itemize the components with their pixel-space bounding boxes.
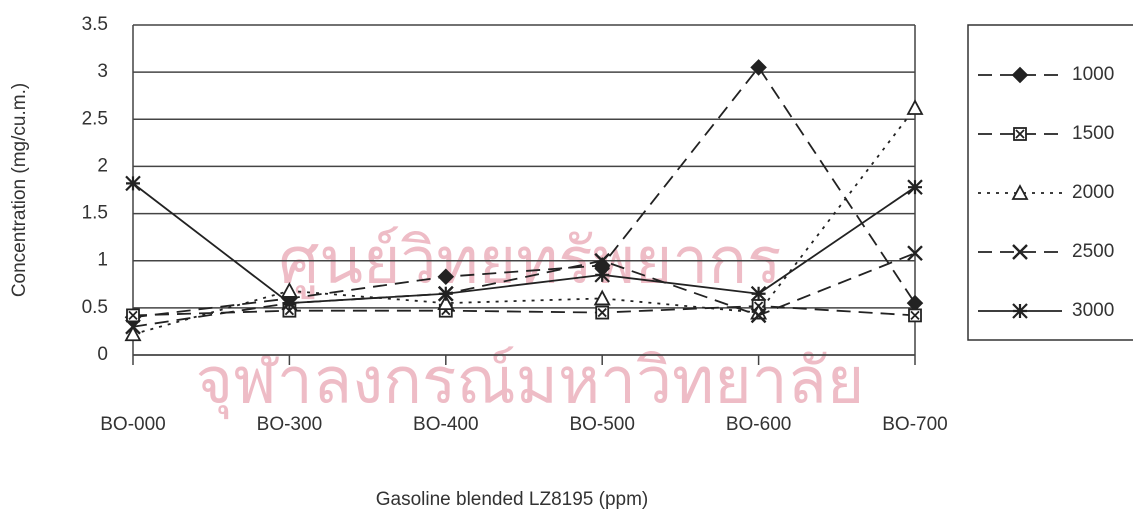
marker-shape: [128, 310, 138, 321]
marker: [907, 179, 923, 195]
watermark: จุฬาลงกรณ์มหาวิทยาลัย: [196, 345, 865, 420]
legend-label: 2500: [1072, 241, 1114, 262]
legend-box: [967, 24, 1133, 341]
x-tick-label: BO-600: [726, 414, 791, 435]
y-axis-label: Concentration (mg/cu.m.): [9, 83, 30, 297]
marker: [593, 289, 611, 306]
marker: [437, 268, 455, 286]
marker-shape: [1015, 129, 1025, 139]
marker-shape: [907, 179, 923, 195]
y-tick-label: 2: [97, 155, 108, 176]
marker-shape: [594, 267, 610, 283]
marker-shape: [438, 285, 454, 302]
marker-shape: [125, 175, 141, 192]
y-tick-label: 2.5: [82, 108, 108, 129]
series-line: [132, 252, 916, 328]
marker: [438, 285, 454, 302]
marker: [1011, 66, 1029, 84]
marker-shape: [1012, 244, 1028, 260]
x-tick-label: BO-400: [413, 414, 478, 435]
y-tick-label: 0.5: [82, 297, 108, 318]
marker-shape: [906, 99, 924, 115]
watermark: ศูนย์วิทยทรัพยากร: [279, 225, 782, 300]
marker-shape: [437, 268, 455, 286]
marker: [126, 308, 140, 323]
y-tick-label: 3.5: [82, 14, 108, 35]
y-tick-label: 3: [97, 61, 108, 82]
x-axis-label: Gasoline blended LZ8195 (ppm): [376, 489, 649, 510]
marker-shape: [910, 310, 920, 321]
marker-shape: [907, 245, 923, 262]
marker: [594, 267, 610, 283]
legend-label: 3000: [1072, 300, 1114, 321]
marker-shape: [284, 306, 295, 316]
marker: [595, 305, 610, 320]
series-line: [132, 65, 916, 319]
marker: [1013, 127, 1027, 141]
y-tick-label: 1: [97, 250, 108, 271]
marker-shape: [750, 307, 767, 324]
series-line: [132, 107, 916, 336]
legend-label: 1500: [1072, 123, 1114, 144]
marker: [594, 252, 611, 269]
marker-shape: [594, 252, 611, 269]
marker: [1011, 184, 1029, 200]
marker: [750, 285, 767, 302]
legend-label: 2000: [1072, 182, 1114, 203]
marker: [750, 59, 767, 76]
marker: [907, 245, 923, 262]
x-tick-label: BO-300: [257, 414, 322, 435]
series-line: [132, 305, 916, 317]
marker: [125, 318, 141, 335]
marker: [437, 294, 455, 311]
x-tick-label: BO-700: [882, 414, 947, 435]
marker-shape: [597, 307, 607, 318]
marker-shape: [125, 318, 141, 335]
marker: [1012, 303, 1028, 319]
series-line: [132, 182, 916, 305]
y-tick-label: 1.5: [82, 203, 108, 224]
marker-shape: [1011, 66, 1029, 84]
x-tick-label: BO-000: [100, 414, 165, 435]
marker-shape: [1012, 303, 1028, 319]
marker-shape: [593, 289, 611, 306]
marker: [750, 307, 767, 324]
marker: [124, 325, 142, 342]
marker-shape: [750, 59, 767, 76]
y-tick-label: 0: [97, 344, 108, 365]
legend-label: 1000: [1072, 64, 1114, 85]
marker-shape: [437, 294, 455, 311]
marker: [281, 295, 298, 311]
marker-shape: [124, 325, 142, 342]
x-tick-label: BO-500: [569, 414, 634, 435]
marker-shape: [750, 285, 767, 302]
marker: [908, 308, 922, 323]
marker: [906, 99, 924, 115]
marker: [125, 175, 141, 192]
marker-shape: [281, 295, 298, 311]
marker: [1012, 244, 1028, 260]
marker-shape: [1011, 184, 1029, 200]
